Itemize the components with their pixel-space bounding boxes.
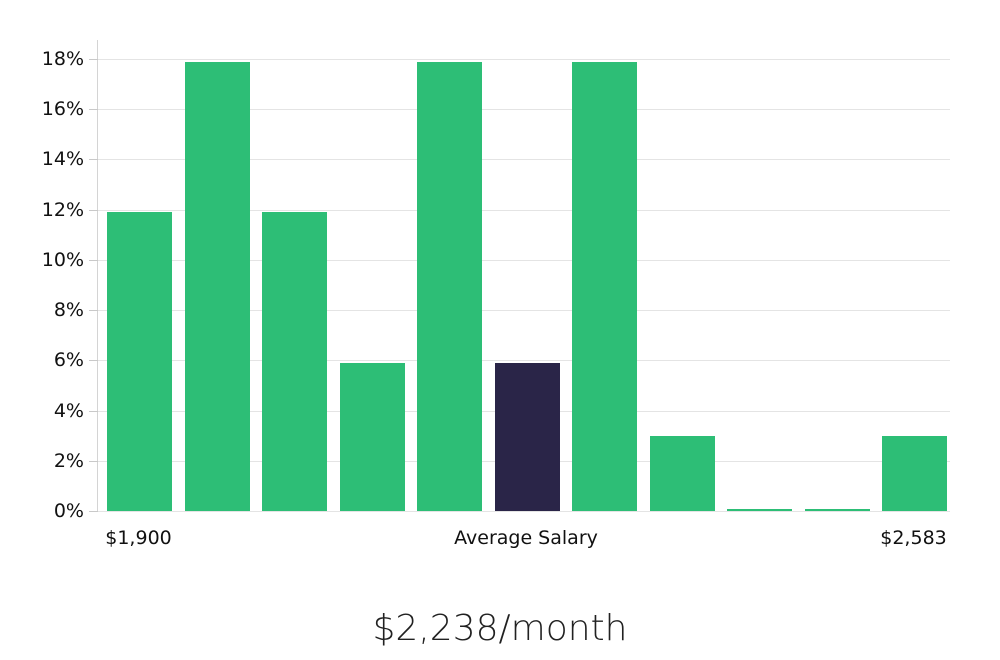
y-tick-mark	[89, 410, 98, 412]
y-axis-tick-label: 12%	[41, 198, 84, 221]
histogram-bar	[107, 212, 172, 511]
histogram-bar	[572, 61, 637, 511]
gridline-12%	[98, 209, 950, 211]
histogram-bar	[262, 212, 327, 511]
y-axis-tick-label: 10%	[41, 248, 84, 271]
histogram-bar	[649, 435, 715, 511]
x-axis-label-max-salary: $2,583	[880, 527, 947, 549]
y-tick-mark	[89, 460, 98, 462]
y-tick-mark	[89, 511, 98, 512]
gridline-6%	[98, 360, 950, 362]
histogram-bar	[882, 435, 947, 511]
y-tick-mark	[89, 310, 98, 312]
average-salary-bar	[494, 362, 560, 511]
average-salary-value-title: $2,238/month	[372, 608, 628, 649]
gridline-10%	[98, 259, 950, 261]
y-axis-tick-label: 18%	[41, 48, 84, 70]
y-tick-mark	[89, 209, 98, 211]
y-axis-tick-label: 8%	[53, 299, 84, 322]
gridline-0%	[98, 511, 950, 512]
y-tick-mark	[89, 59, 98, 60]
plot-area	[89, 40, 950, 512]
y-tick-mark	[89, 360, 98, 362]
histogram-bar	[804, 508, 870, 511]
y-axis-tick-label: 4%	[53, 399, 84, 422]
y-tick-mark	[89, 259, 98, 261]
histogram-bar	[417, 61, 482, 511]
x-axis-label-min-salary: $1,900	[105, 527, 172, 549]
x-axis-label-average-salary: Average Salary	[454, 527, 598, 549]
histogram-bar	[184, 61, 250, 511]
gridline-8%	[98, 310, 950, 312]
y-axis-tick-label: 6%	[53, 349, 84, 372]
y-axis-tick-label: 16%	[41, 98, 84, 121]
y-axis-tick-label: 14%	[41, 148, 84, 171]
gridline-18%	[98, 59, 950, 60]
histogram-bar	[727, 508, 792, 511]
y-axis-tick-label: 0%	[53, 500, 84, 522]
gridline-14%	[98, 159, 950, 161]
y-axis-tick-label: 2%	[53, 449, 84, 472]
y-tick-mark	[89, 159, 98, 161]
gridline-16%	[98, 109, 950, 111]
histogram-bar	[339, 362, 405, 511]
y-tick-mark	[89, 109, 98, 111]
